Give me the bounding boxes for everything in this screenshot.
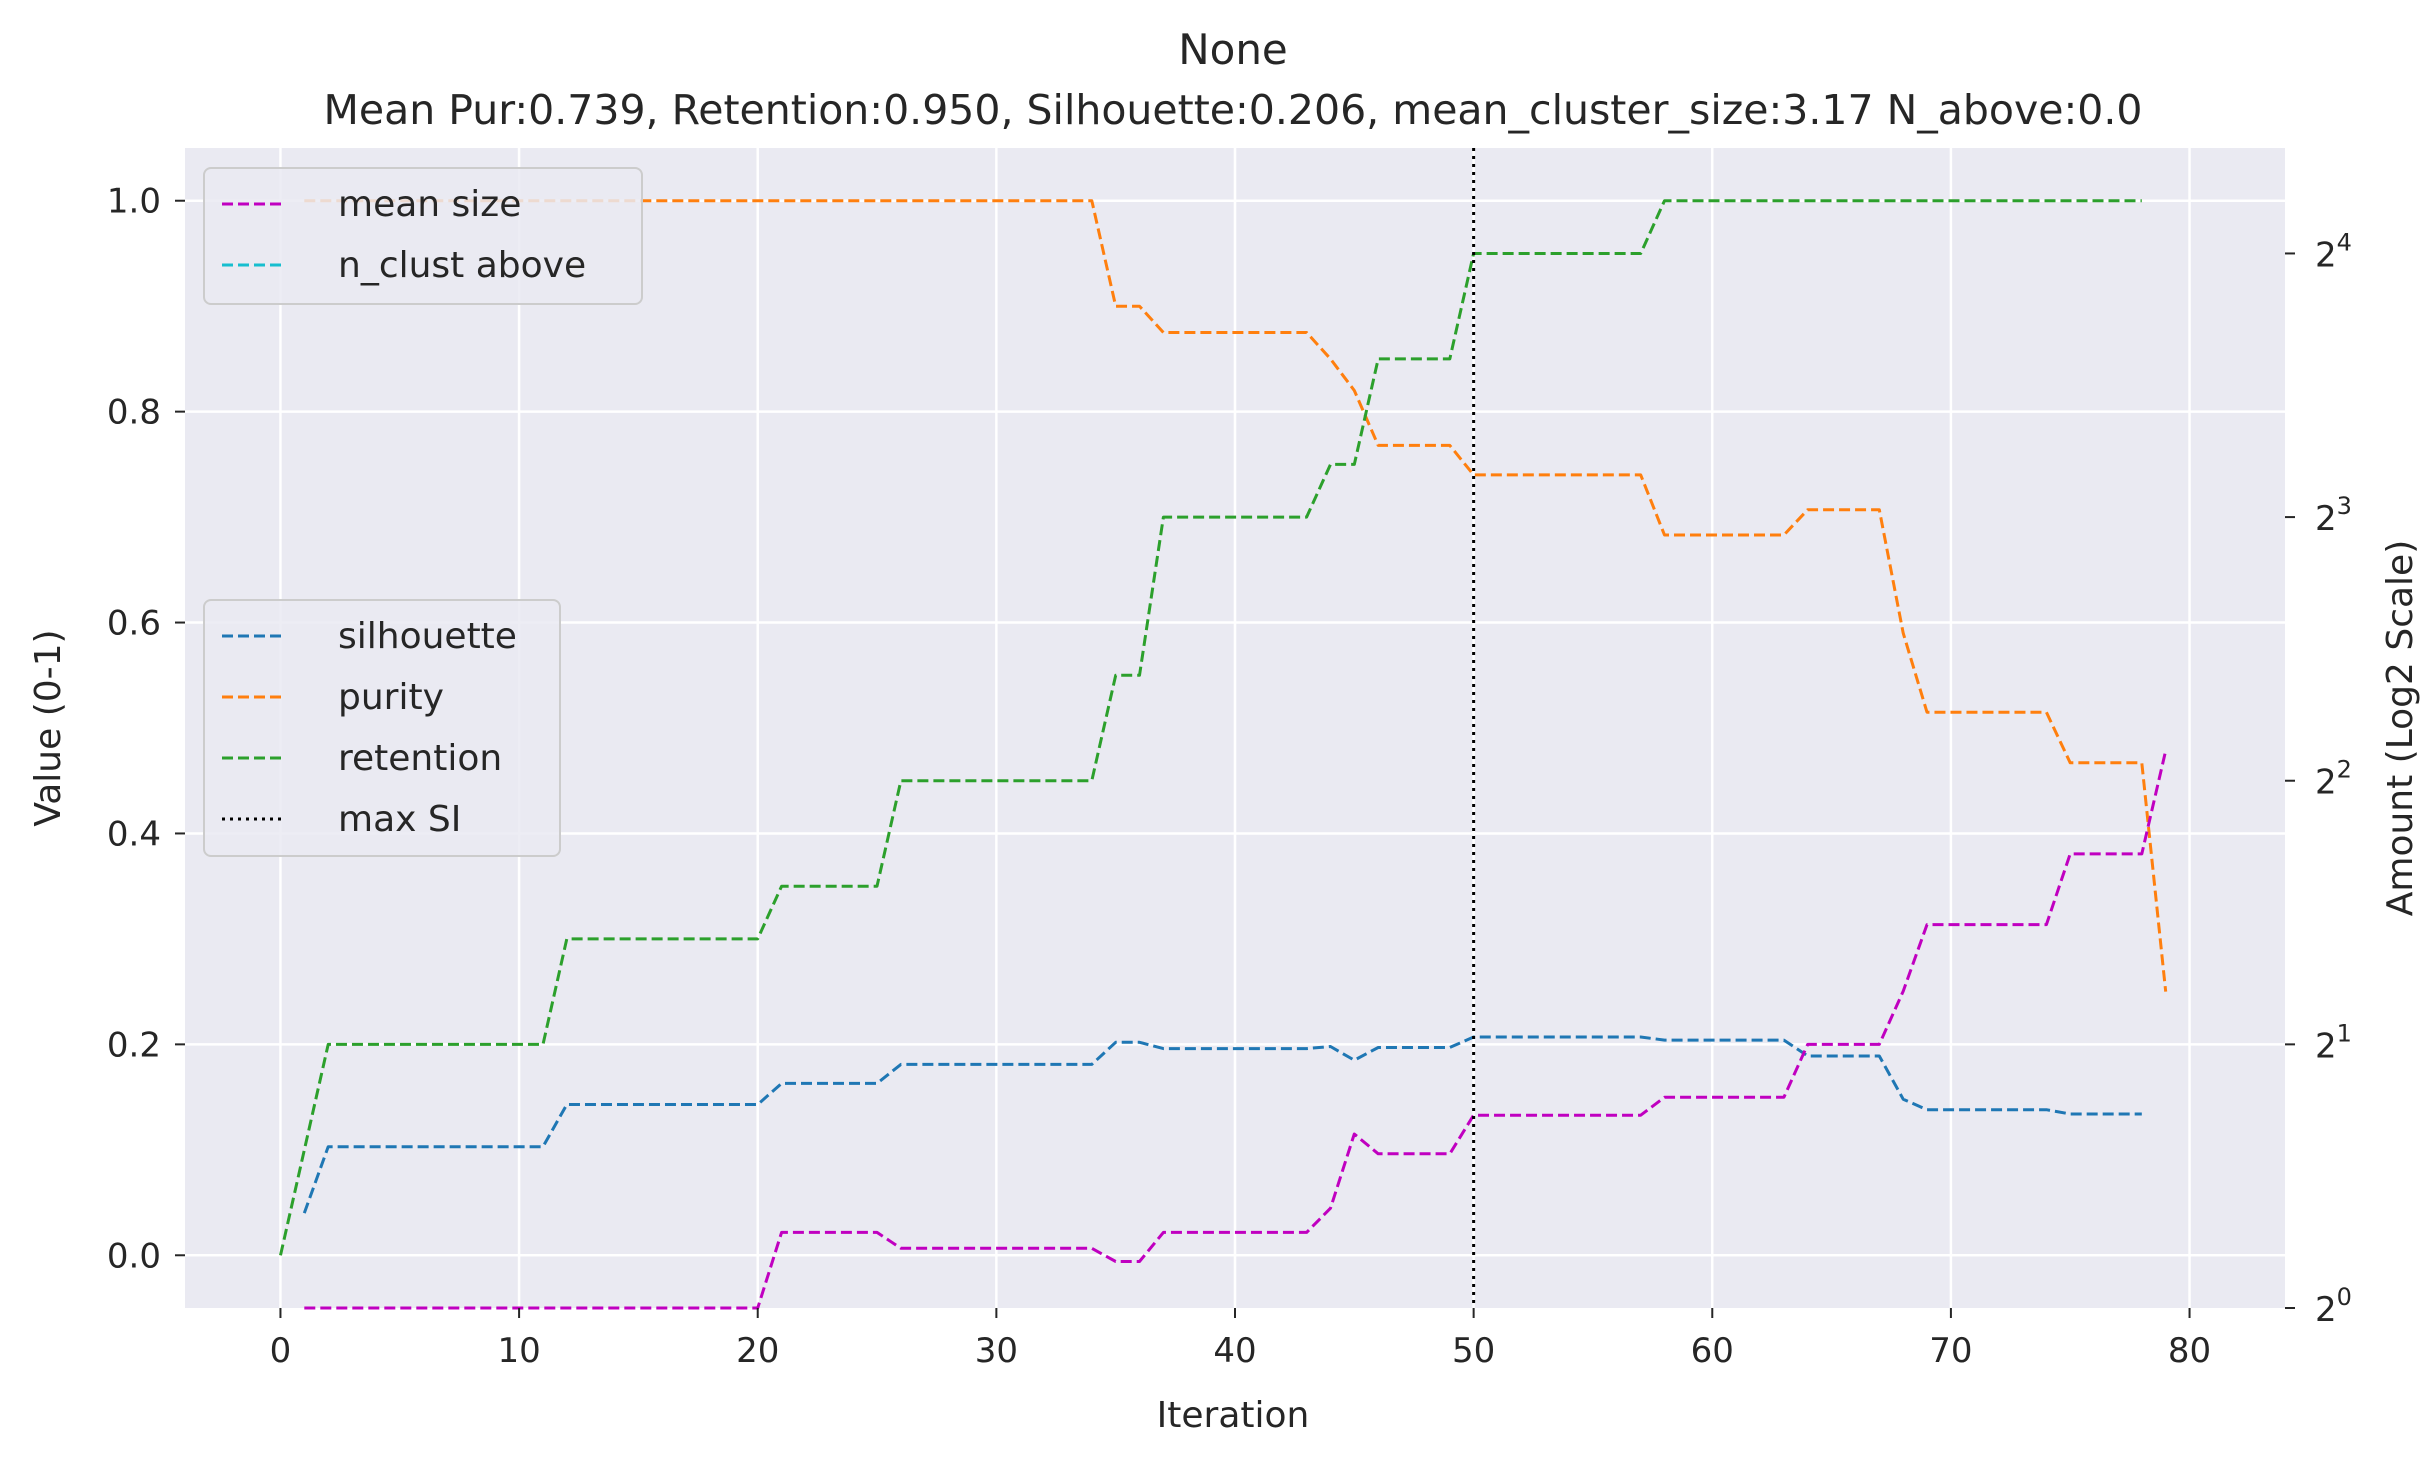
chart-title: None [1178, 25, 1288, 74]
y2-tick-exponent: 0 [2337, 1283, 2352, 1311]
y2-axis-label: Amount (Log2 Scale) [2380, 540, 2421, 917]
y2-tick-exponent: 1 [2337, 1019, 2352, 1047]
y2-tick-base: 2 [2315, 1026, 2337, 1066]
chart-subtitle: Mean Pur:0.739, Retention:0.950, Silhoue… [323, 86, 2142, 134]
series-mean-size-line [304, 750, 2168, 1310]
y2-tick-label: 23 [2315, 492, 2352, 539]
y2-tick-exponent: 3 [2337, 492, 2352, 520]
y-tick-label: 0.2 [107, 1025, 161, 1065]
y-tick-label: 0.8 [107, 393, 161, 433]
y2-tick-label: 20 [2315, 1283, 2352, 1330]
y2-tick-base: 2 [2315, 763, 2337, 803]
y2-tick-label: 21 [2315, 1019, 2352, 1066]
legend-box [203, 599, 561, 857]
legend-label: purity [338, 677, 444, 718]
x-tick-label: 50 [1452, 1331, 1495, 1371]
x-tick-label: 20 [736, 1331, 779, 1371]
y2-tick-base: 2 [2315, 1290, 2337, 1330]
x-axis-label: Iteration [1157, 1395, 1310, 1436]
series-retention-line [279, 199, 2142, 1256]
x-axis: 0 10 20 30 40 50 60 70 80 [270, 1308, 2211, 1371]
legend-label: n_clust above [338, 245, 586, 286]
legend-metrics: silhouette purity retention max SI [203, 599, 561, 857]
y2-tick-base: 2 [2315, 235, 2337, 275]
y-tick-label: 0.6 [107, 604, 161, 644]
legend-label: max SI [338, 799, 461, 840]
x-tick-label: 10 [497, 1331, 540, 1371]
series-purity-line [304, 199, 2168, 992]
x-tick-label: 80 [2168, 1331, 2211, 1371]
x-tick-label: 70 [1929, 1331, 1972, 1371]
y-axis-left: 0.0 0.2 0.4 0.6 0.8 1.0 [107, 182, 185, 1276]
y2-tick-exponent: 4 [2337, 228, 2352, 256]
y-tick-label: 0.0 [107, 1236, 161, 1276]
y-tick-label: 0.4 [107, 814, 161, 854]
x-tick-label: 0 [270, 1331, 292, 1371]
y2-tick-label: 24 [2315, 228, 2352, 275]
legend-mean-size: mean size n_clust above [203, 167, 643, 305]
legend-label: retention [338, 738, 502, 779]
y-axis-label: Value (0-1) [28, 629, 69, 826]
x-tick-label: 40 [1213, 1331, 1256, 1371]
y2-tick-base: 2 [2315, 499, 2337, 539]
x-tick-label: 60 [1691, 1331, 1734, 1371]
y2-tick-exponent: 2 [2337, 756, 2352, 784]
x-tick-label: 30 [975, 1331, 1018, 1371]
legend-label: mean size [338, 184, 521, 225]
y2-tick-label: 22 [2315, 756, 2352, 803]
legend-label: silhouette [338, 616, 517, 657]
y-tick-label: 1.0 [107, 182, 161, 222]
legend-box [203, 167, 643, 305]
series-layer [279, 199, 2168, 1310]
